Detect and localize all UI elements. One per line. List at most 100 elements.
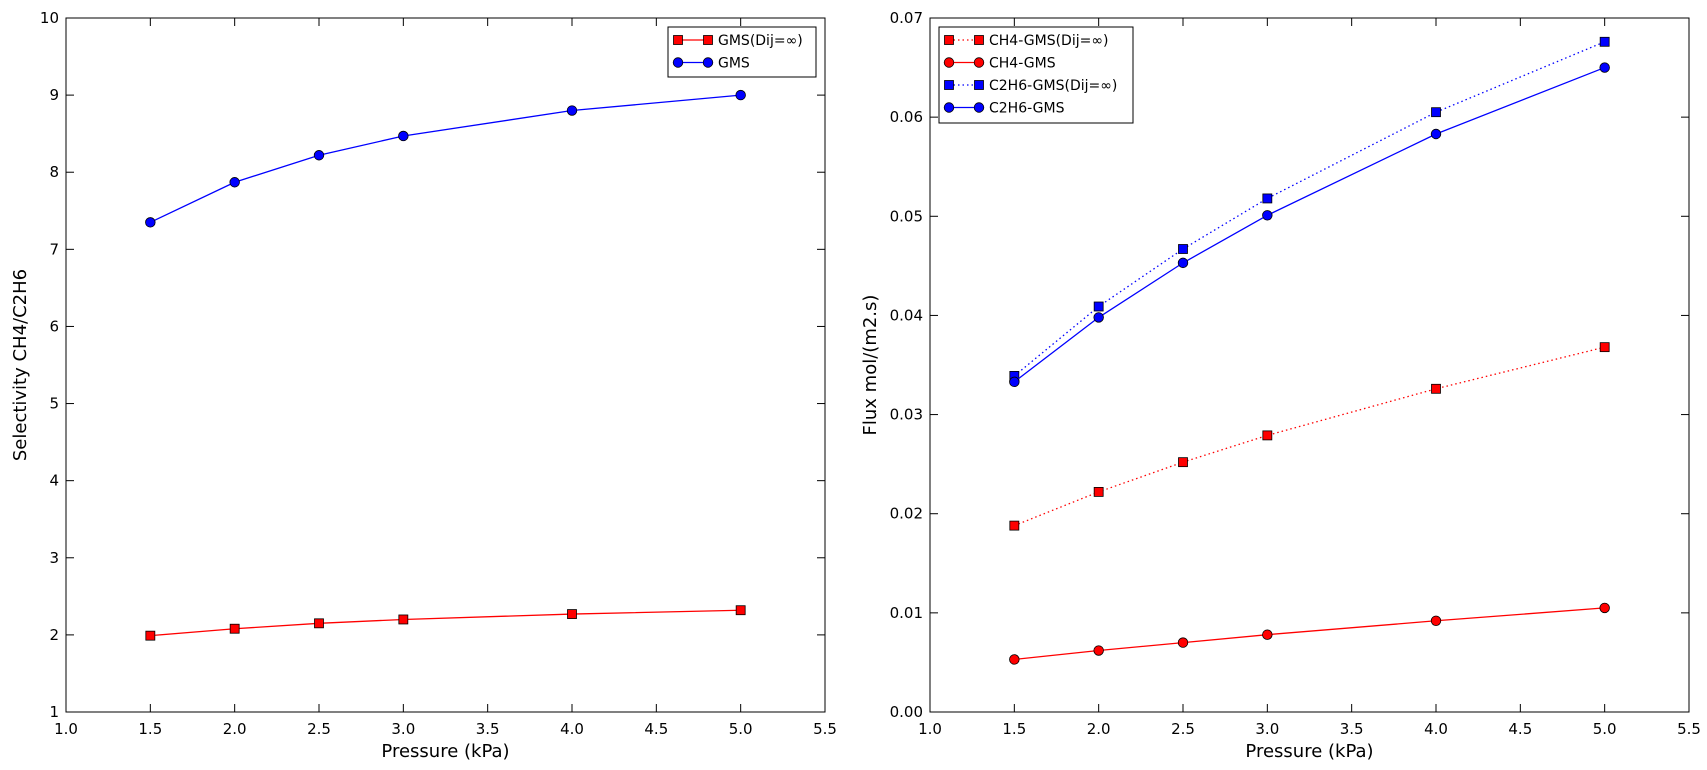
- selectivity-y-tick-label: 1: [49, 703, 59, 721]
- selectivity-series-line-0: [150, 609, 741, 637]
- flux-series-line-0: [1014, 346, 1605, 527]
- selectivity-legend-marker: [672, 57, 684, 68]
- flux-x-tick-label: 4.5: [1508, 720, 1532, 738]
- flux-legend-marker: [944, 80, 954, 90]
- flux-legend-box: [938, 26, 1134, 124]
- flux-x-tick-label: 2.5: [1171, 720, 1195, 738]
- selectivity-series-line-1: [150, 94, 741, 223]
- flux-legend-label: C2H6-GMS: [989, 101, 1065, 117]
- flux-data-point-0: [1262, 430, 1273, 441]
- selectivity-data-point-0: [145, 630, 156, 641]
- selectivity-data-point-0: [314, 618, 324, 629]
- flux-series-line-1: [1014, 607, 1605, 661]
- selectivity-y-tick-label: 8: [49, 163, 59, 181]
- selectivity-x-axis-label: Pressure (kPa): [381, 741, 509, 762]
- flux-data-point-2: [1599, 36, 1610, 47]
- flux-x-axis-label: Pressure (kPa): [1245, 741, 1373, 762]
- selectivity-x-tick-label: 3.5: [476, 720, 500, 738]
- selectivity-ticks: 1.0 1.5 2.0 2.5 3.0 3.5 4.0 4.5 5.0 5.5 1 2 3 4 5 6 7 8 9 1…: [40, 9, 837, 738]
- flux-data-point-3: [1599, 62, 1610, 73]
- flux-y-tick-label: 0.00: [890, 703, 923, 721]
- selectivity-x-tick-label: 3.0: [391, 720, 415, 738]
- flux-data-point-2: [1431, 107, 1441, 118]
- selectivity-y-tick-label: 9: [49, 86, 59, 104]
- flux-data-point-2: [1093, 301, 1104, 312]
- selectivity-x-tick-label: 1.5: [138, 720, 162, 738]
- flux-y-tick-label: 0.01: [890, 604, 923, 622]
- flux-legend-label: C2H6-GMS(Dij=∞): [989, 78, 1117, 94]
- flux-legend-label: CH4-GMS: [989, 56, 1056, 72]
- flux-legend-marker: [943, 57, 955, 68]
- flux-legend-marker: [973, 57, 985, 68]
- flux-data-point-3: [1430, 128, 1442, 140]
- selectivity-y-tick-label: 7: [49, 240, 59, 258]
- flux-data-point-1: [1093, 645, 1104, 656]
- flux-legend-marker: [973, 102, 985, 113]
- selectivity-data-point-0: [229, 623, 240, 634]
- flux-y-tick-label: 0.07: [890, 9, 923, 27]
- flux-legend-marker: [974, 35, 984, 45]
- flux-x-tick-label: 2.0: [1087, 720, 1111, 738]
- selectivity-plot-frame: [65, 17, 826, 713]
- selectivity-legend-marker: [702, 57, 714, 68]
- flux-series-line-2: [1013, 41, 1605, 377]
- selectivity-legend: GMS(Dij=∞) GMS: [667, 26, 817, 78]
- selectivity-x-tick-label: 5.0: [729, 720, 753, 738]
- flux-legend-marker: [944, 35, 954, 45]
- flux-series: [1009, 36, 1610, 665]
- flux-y-tick-label: 0.06: [890, 108, 923, 126]
- flux-chart: 1.0 1.5 2.0 2.5 3.0 3.5 4.0 4.5 5.0 5.5 0.00 0.01 0.…: [860, 9, 1701, 762]
- selectivity-data-point-1: [735, 89, 746, 101]
- selectivity-y-axis-label: Selectivity CH4/C2H6: [10, 269, 31, 461]
- selectivity-x-tick-label: 1.0: [54, 720, 78, 738]
- flux-data-point-0: [1009, 520, 1020, 531]
- selectivity-legend-marker: [673, 35, 683, 45]
- flux-x-tick-label: 1.0: [918, 720, 942, 738]
- selectivity-y-tick-label: 5: [49, 395, 59, 413]
- flux-data-point-1: [1262, 629, 1273, 640]
- selectivity-legend-marker: [703, 35, 713, 45]
- flux-data-point-1: [1599, 602, 1610, 614]
- flux-y-tick-label: 0.05: [890, 207, 923, 225]
- selectivity-legend-label: GMS(Dij=∞): [718, 33, 803, 49]
- selectivity-x-tick-label: 4.0: [560, 720, 584, 738]
- selectivity-data-point-1: [229, 177, 240, 188]
- flux-x-tick-label: 5.0: [1593, 720, 1617, 738]
- flux-data-point-2: [1178, 244, 1188, 254]
- flux-ticks: 1.0 1.5 2.0 2.5 3.0 3.5 4.0 4.5 5.0 5.5 0.00 0.01 0.…: [890, 9, 1701, 738]
- flux-data-point-2: [1262, 193, 1273, 204]
- flux-legend-label: CH4-GMS(Dij=∞): [989, 33, 1108, 49]
- flux-x-tick-label: 3.0: [1255, 720, 1279, 738]
- selectivity-data-point-1: [313, 150, 325, 161]
- flux-data-point-1: [1009, 654, 1020, 665]
- selectivity-data-point-0: [735, 605, 746, 616]
- flux-data-point-1: [1177, 637, 1189, 648]
- flux-x-tick-label: 4.0: [1424, 720, 1448, 738]
- flux-data-point-0: [1599, 342, 1610, 353]
- flux-y-tick-label: 0.02: [890, 505, 923, 523]
- flux-y-axis-label: Flux mol/(m2.s): [860, 295, 881, 436]
- flux-x-tick-label: 5.5: [1677, 720, 1701, 738]
- selectivity-chart: 1.0 1.5 2.0 2.5 3.0 3.5 4.0 4.5 5.0 5.5 1 2 3 4 5 6 7 8 9 1…: [10, 9, 837, 762]
- flux-y-tick-label: 0.03: [890, 406, 923, 424]
- flux-data-point-1: [1430, 615, 1442, 626]
- flux-y-tick-label: 0.04: [890, 306, 923, 324]
- selectivity-x-tick-label: 4.5: [644, 720, 668, 738]
- flux-data-point-3: [1262, 210, 1273, 221]
- selectivity-data-point-1: [398, 130, 409, 142]
- selectivity-data-point-1: [145, 217, 156, 228]
- flux-data-point-0: [1093, 487, 1104, 497]
- flux-data-point-3: [1009, 376, 1020, 388]
- selectivity-legend-box: [667, 26, 817, 78]
- selectivity-y-tick-label: 10: [40, 9, 59, 27]
- flux-plot-frame: [929, 17, 1690, 713]
- flux-x-tick-label: 1.5: [1002, 720, 1026, 738]
- selectivity-y-tick-label: 6: [49, 317, 59, 335]
- selectivity-y-tick-label: 4: [49, 472, 59, 490]
- flux-data-point-3: [1093, 312, 1104, 323]
- selectivity-x-tick-label: 2.0: [223, 720, 247, 738]
- flux-data-point-0: [1178, 457, 1188, 468]
- selectivity-x-tick-label: 5.5: [813, 720, 837, 738]
